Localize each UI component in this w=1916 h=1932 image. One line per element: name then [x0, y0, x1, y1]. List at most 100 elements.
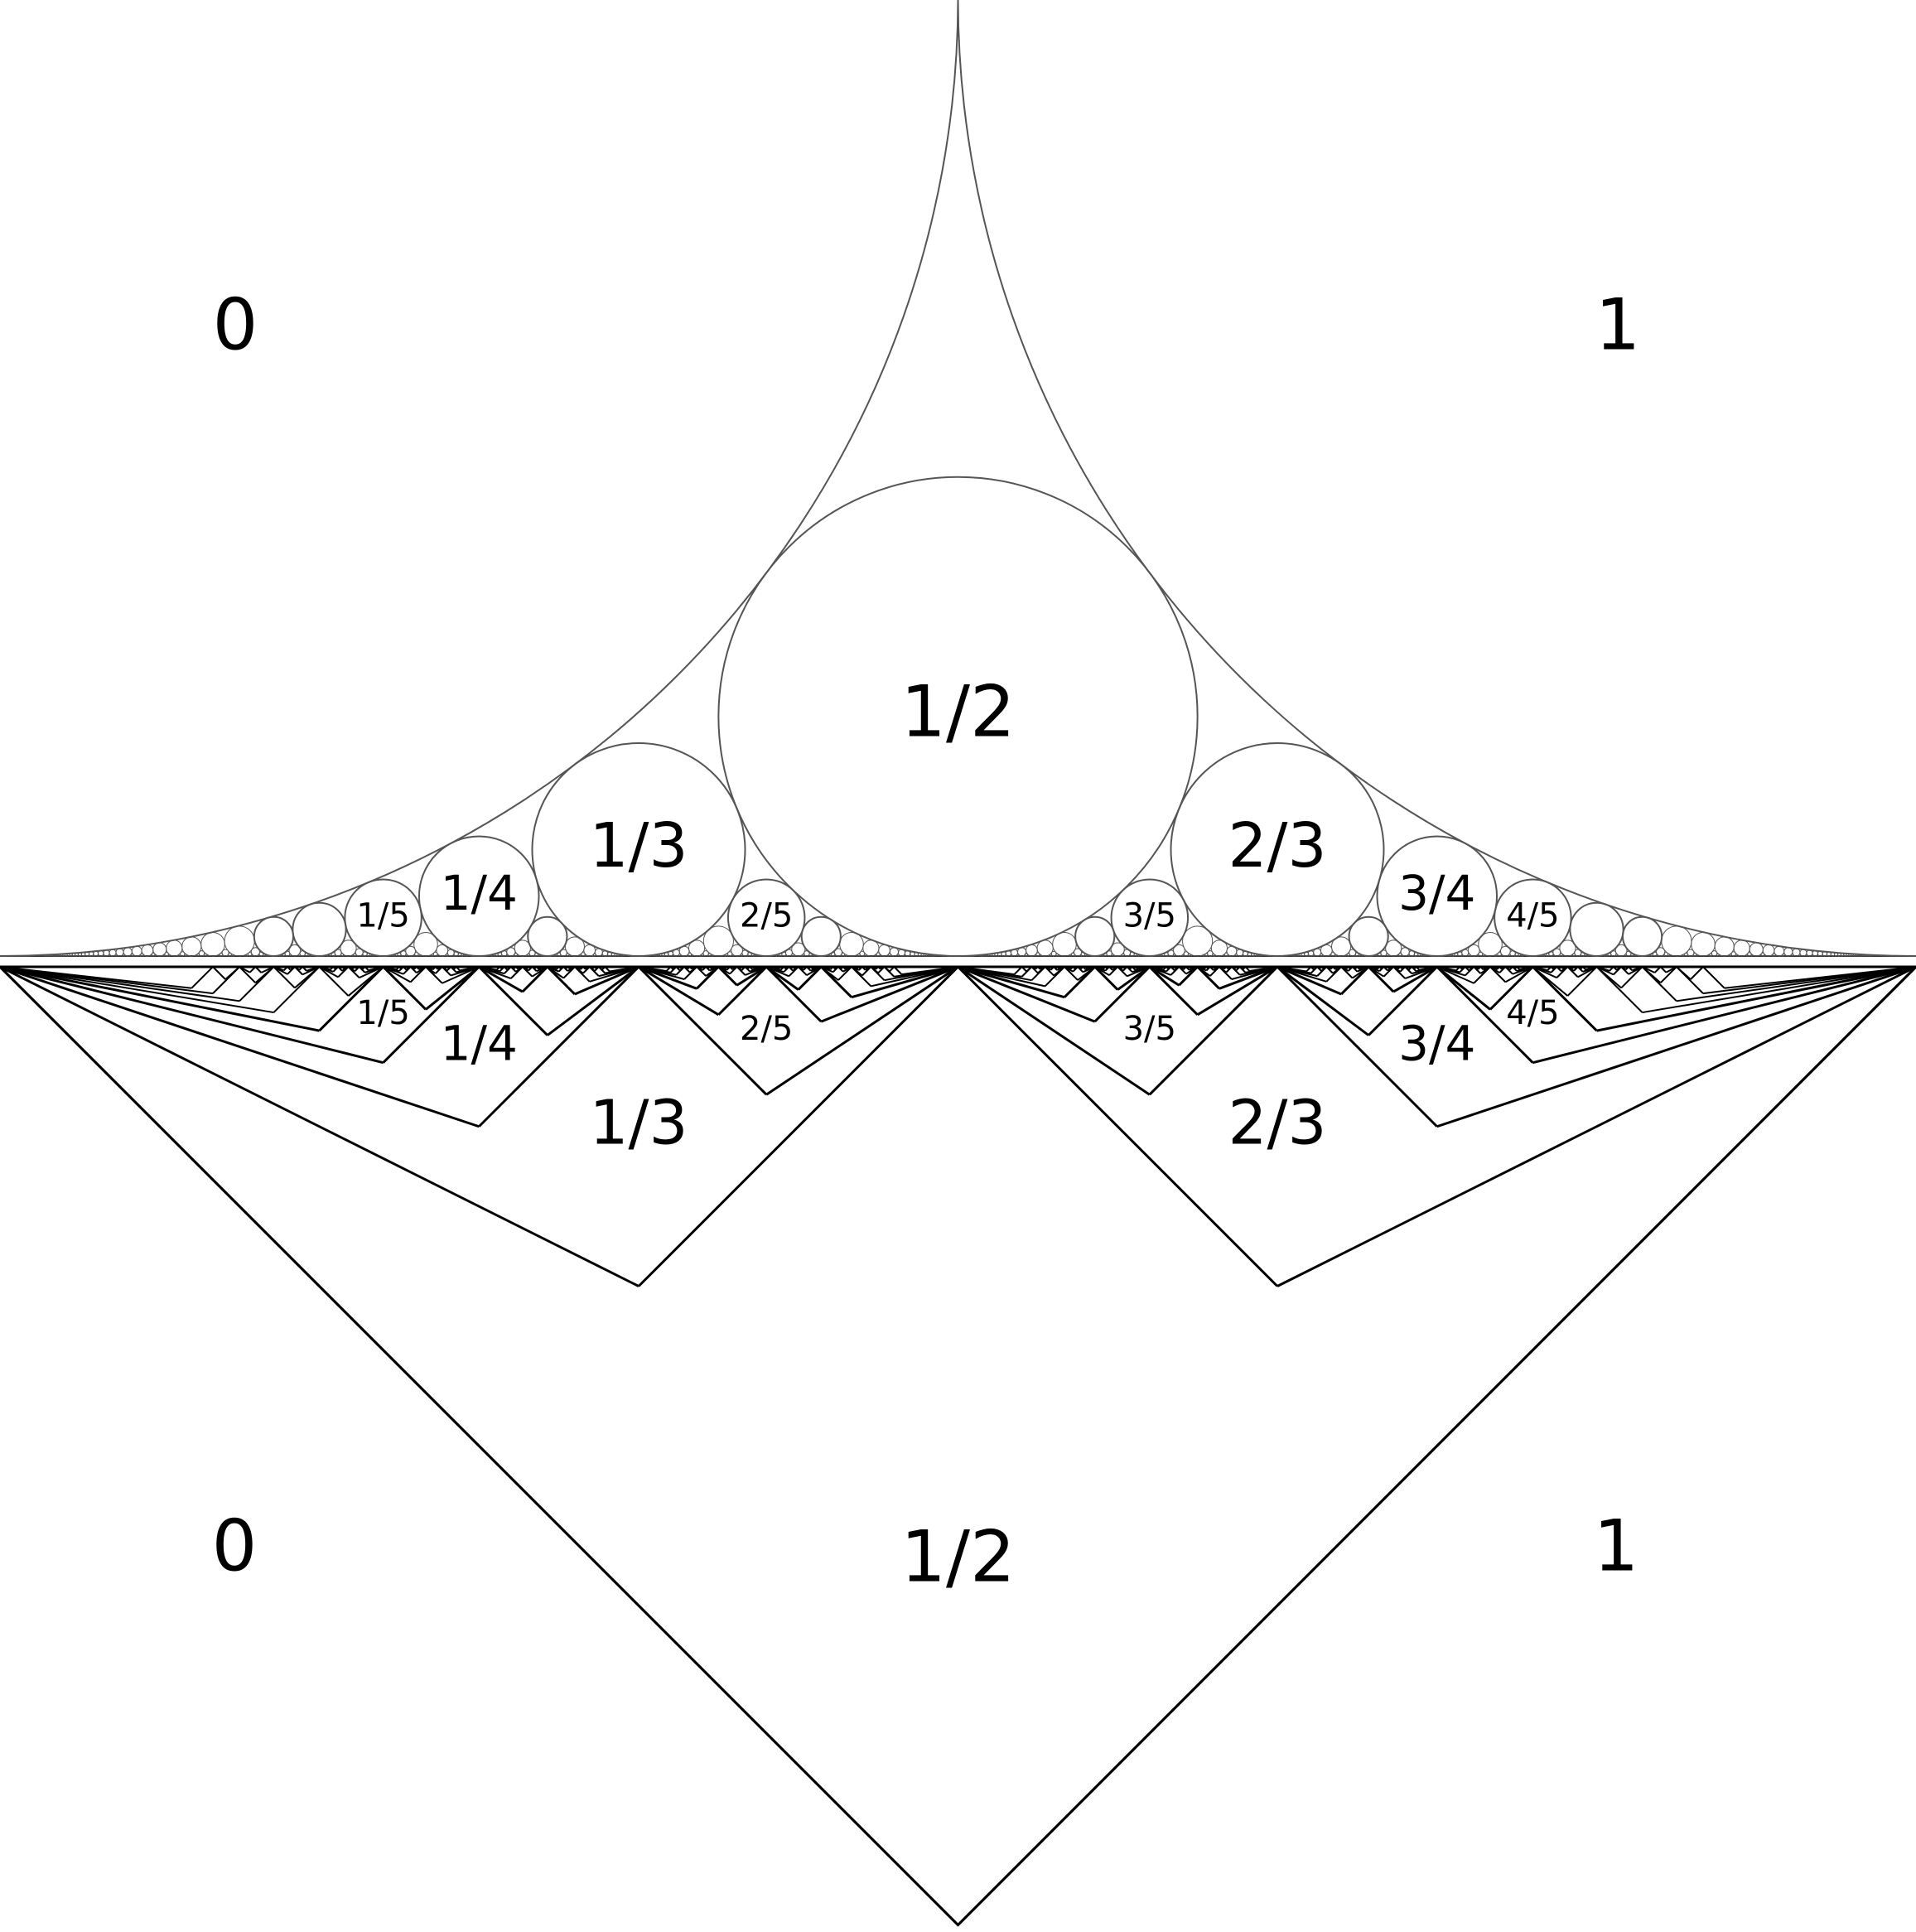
ford-circle-31-34	[1746, 954, 1748, 956]
tree-edge-right-31-53	[1121, 967, 1122, 968]
tree-edge-left-17-40	[813, 967, 814, 968]
tree-edge-left-13-48	[518, 967, 519, 968]
tree-edge-right-33-52	[1216, 967, 1219, 968]
tree-edge-left-35-48	[1393, 967, 1397, 968]
ford-label-3-4: 3/4	[1398, 865, 1475, 921]
ford-circle-31-33	[1799, 954, 1801, 956]
ford-circle-19-31	[1173, 954, 1175, 956]
tree-edge-right-23-40	[1102, 967, 1103, 968]
ford-circle-0-1	[0, 0, 958, 956]
ford-circle-11-27	[779, 954, 782, 956]
bottom-region-label-1: 1	[1594, 1505, 1639, 1587]
tree-edge-right-37-60	[1181, 967, 1182, 968]
tree-edge-right-19-53	[687, 967, 688, 968]
ford-circle-15-32	[897, 954, 899, 956]
tree-edge-right-37-51	[1390, 967, 1393, 968]
ford-circle-7-8	[1662, 926, 1692, 956]
tree-edge-left-16-43	[712, 967, 713, 968]
ford-circle-2-31	[123, 954, 124, 956]
tree-label-3-4: 3/4	[1398, 1015, 1475, 1071]
tree-edge-right-1-10	[191, 967, 213, 988]
ford-circle-27-32	[1615, 954, 1617, 956]
tree-edge-left-17-45	[718, 967, 723, 968]
ford-circle-6-7	[1623, 917, 1662, 956]
ford-circle-1-1	[958, 0, 1916, 956]
ford-circle-29-31	[1792, 954, 1793, 956]
tree-edge-right-18-61	[566, 967, 567, 968]
tree-edge-right-23-59	[747, 967, 748, 968]
ford-circles-layer	[0, 0, 1916, 956]
tree-edge-left-14-47	[570, 967, 571, 968]
tree-edge-left-28-45	[1191, 967, 1192, 968]
ford-circle-20-31	[1235, 954, 1237, 956]
ford-circle-25-34	[1408, 954, 1410, 956]
tree-edge-right-2-17	[225, 967, 239, 979]
tree-edge-right-27-43	[1203, 967, 1204, 968]
tree-label-1-4: 1/4	[441, 1015, 518, 1071]
tree-edge-left-2-17	[213, 967, 225, 979]
tree-edge-right-24-43	[1069, 967, 1071, 968]
ford-label-1-5: 1/5	[356, 897, 409, 935]
ford-circle-11-31	[679, 954, 681, 956]
tree-label-3-5: 3/5	[1123, 1010, 1176, 1048]
tree-edge-right-15-17	[1691, 967, 1703, 979]
tree-edge-left-27-38	[1359, 967, 1361, 968]
stern-brocot-tree-layer	[0, 967, 1916, 1925]
ford-circle-1-8	[224, 926, 254, 956]
ford-label-2-3: 2/3	[1228, 810, 1326, 881]
ford-circle-5-6	[1570, 903, 1623, 956]
bottom-region-label-0: 0	[212, 1505, 258, 1587]
ford-label-1-2: 1/2	[900, 670, 1015, 753]
tree-edge-right-33-56	[1129, 967, 1130, 968]
ford-circle-4-27	[282, 954, 285, 956]
tree-edge-left-19-52	[697, 967, 700, 968]
ford-circle-2-33	[115, 954, 117, 956]
ford-circle-3-34	[168, 954, 170, 956]
ford-circle-12-31	[741, 954, 742, 956]
tree-edge-left-11-39	[539, 967, 541, 968]
tree-edge-left-19-43	[845, 967, 847, 968]
tree-edge-right-14-51	[526, 967, 527, 968]
tree-edge-left-9-41	[419, 967, 421, 968]
ford-circle-7-33	[406, 954, 408, 956]
tree-label-1-5: 1/5	[356, 994, 409, 1032]
ford-label-1-4: 1/4	[441, 865, 518, 921]
ford-label-1-3: 1/3	[589, 810, 688, 881]
tree-edge-right-4-5	[1532, 967, 1916, 1063]
ford-circle-13-34	[731, 954, 733, 956]
tree-edge-right-17-45	[724, 967, 725, 968]
ford-circle-23-27	[1631, 954, 1634, 956]
ford-circle-21-34	[1183, 954, 1185, 956]
tree-edge-right-22-57	[740, 967, 741, 968]
tree-edge-right-13-48	[519, 967, 522, 968]
tree-label-2-3: 2/3	[1228, 1087, 1326, 1158]
tree-edge-left-1-3	[0, 967, 639, 1287]
tree-edge-left-15-17	[1677, 967, 1691, 979]
ford-circle-17-32	[1017, 954, 1019, 956]
tree-edge-left-1-5	[0, 967, 384, 1063]
ford-circle-28-33	[1624, 954, 1626, 956]
tree-label-1-3: 1/3	[589, 1087, 688, 1158]
ford-circle-1-6	[292, 903, 345, 956]
tree-label-2-5: 2/5	[740, 1010, 793, 1048]
tree-edge-right-31-55	[1080, 967, 1081, 968]
tree-label-4-5: 4/5	[1506, 994, 1559, 1032]
tree-edge-left-14-51	[523, 967, 526, 968]
tree-edge-right-22-53	[795, 967, 799, 968]
tree-edge-left-8-43	[355, 967, 356, 968]
ford-circle-16-27	[1134, 954, 1137, 956]
tree-edge-right-14-47	[571, 967, 575, 968]
ford-circle-26-33	[1508, 954, 1510, 956]
ford-circle-5-32	[298, 954, 300, 956]
ford-label-4-5: 4/5	[1506, 897, 1559, 935]
tree-edge-right-41-58	[1354, 967, 1355, 968]
tree-edge-left-31-40	[1484, 967, 1485, 968]
tree-edge-left-9-10	[1703, 967, 1725, 988]
tree-edge-left-31-53	[1117, 967, 1121, 968]
ford-circle-9-34	[506, 954, 508, 956]
ford-circle-1-7	[254, 917, 293, 956]
ford-label-2-5: 2/5	[740, 897, 793, 935]
